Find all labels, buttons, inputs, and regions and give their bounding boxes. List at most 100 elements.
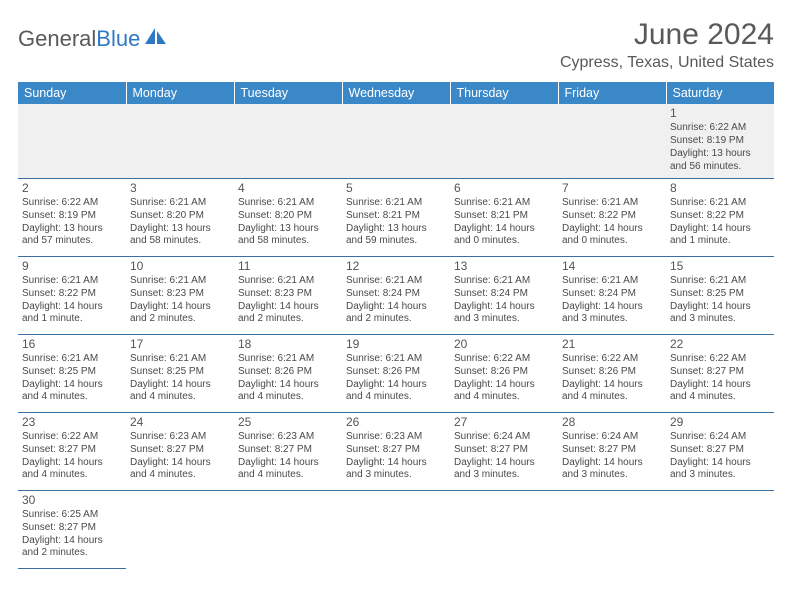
calendar-cell: 15Sunrise: 6:21 AMSunset: 8:25 PMDayligh… <box>666 256 774 334</box>
sunrise-text: Sunrise: 6:23 AM <box>238 431 338 444</box>
daylight-text: Daylight: 14 hours and 3 minutes. <box>670 301 770 327</box>
daylight-text: Daylight: 14 hours and 4 minutes. <box>130 379 230 405</box>
day-number: 6 <box>454 181 554 196</box>
day-number: 10 <box>130 259 230 274</box>
daylight-text: Daylight: 14 hours and 0 minutes. <box>562 223 662 249</box>
sunrise-text: Sunrise: 6:21 AM <box>22 275 122 288</box>
sunset-text: Sunset: 8:27 PM <box>670 444 770 457</box>
day-number: 1 <box>670 106 770 121</box>
day-number: 21 <box>562 337 662 352</box>
calendar-cell: 19Sunrise: 6:21 AMSunset: 8:26 PMDayligh… <box>342 334 450 412</box>
day-number: 5 <box>346 181 446 196</box>
day-number: 17 <box>130 337 230 352</box>
calendar-cell <box>666 490 774 568</box>
daylight-text: Daylight: 13 hours and 58 minutes. <box>238 223 338 249</box>
sunrise-text: Sunrise: 6:22 AM <box>22 431 122 444</box>
daylight-text: Daylight: 13 hours and 59 minutes. <box>346 223 446 249</box>
sunrise-text: Sunrise: 6:21 AM <box>454 197 554 210</box>
sunrise-text: Sunrise: 6:21 AM <box>562 275 662 288</box>
sunrise-text: Sunrise: 6:22 AM <box>670 353 770 366</box>
calendar-cell: 13Sunrise: 6:21 AMSunset: 8:24 PMDayligh… <box>450 256 558 334</box>
calendar-cell <box>342 490 450 568</box>
calendar-cell: 4Sunrise: 6:21 AMSunset: 8:20 PMDaylight… <box>234 178 342 256</box>
calendar-cell: 22Sunrise: 6:22 AMSunset: 8:27 PMDayligh… <box>666 334 774 412</box>
sunrise-text: Sunrise: 6:21 AM <box>670 197 770 210</box>
logo-text-blue: Blue <box>96 26 140 52</box>
day-number: 22 <box>670 337 770 352</box>
daylight-text: Daylight: 14 hours and 2 minutes. <box>238 301 338 327</box>
sunset-text: Sunset: 8:19 PM <box>22 210 122 223</box>
sunrise-text: Sunrise: 6:21 AM <box>562 197 662 210</box>
calendar-cell: 29Sunrise: 6:24 AMSunset: 8:27 PMDayligh… <box>666 412 774 490</box>
sunrise-text: Sunrise: 6:21 AM <box>670 275 770 288</box>
calendar-cell: 16Sunrise: 6:21 AMSunset: 8:25 PMDayligh… <box>18 334 126 412</box>
day-number: 16 <box>22 337 122 352</box>
weekday-header: Wednesday <box>342 82 450 104</box>
sunset-text: Sunset: 8:22 PM <box>562 210 662 223</box>
sunset-text: Sunset: 8:27 PM <box>238 444 338 457</box>
calendar-cell: 1Sunrise: 6:22 AMSunset: 8:19 PMDaylight… <box>666 104 774 178</box>
sunset-text: Sunset: 8:27 PM <box>670 366 770 379</box>
location-subtitle: Cypress, Texas, United States <box>560 54 774 72</box>
sunrise-text: Sunrise: 6:24 AM <box>454 431 554 444</box>
calendar-header-row: SundayMondayTuesdayWednesdayThursdayFrid… <box>18 82 774 104</box>
sunset-text: Sunset: 8:25 PM <box>22 366 122 379</box>
daylight-text: Daylight: 13 hours and 58 minutes. <box>130 223 230 249</box>
day-number: 25 <box>238 415 338 430</box>
day-number: 19 <box>346 337 446 352</box>
daylight-text: Daylight: 14 hours and 2 minutes. <box>130 301 230 327</box>
sunset-text: Sunset: 8:25 PM <box>670 288 770 301</box>
daylight-text: Daylight: 14 hours and 3 minutes. <box>562 301 662 327</box>
sunset-text: Sunset: 8:20 PM <box>130 210 230 223</box>
sunset-text: Sunset: 8:21 PM <box>346 210 446 223</box>
calendar-table: SundayMondayTuesdayWednesdayThursdayFrid… <box>18 82 774 569</box>
calendar-cell: 7Sunrise: 6:21 AMSunset: 8:22 PMDaylight… <box>558 178 666 256</box>
calendar-cell: 25Sunrise: 6:23 AMSunset: 8:27 PMDayligh… <box>234 412 342 490</box>
sunrise-text: Sunrise: 6:21 AM <box>346 275 446 288</box>
calendar-cell: 9Sunrise: 6:21 AMSunset: 8:22 PMDaylight… <box>18 256 126 334</box>
sunset-text: Sunset: 8:26 PM <box>238 366 338 379</box>
sunset-text: Sunset: 8:27 PM <box>454 444 554 457</box>
logo: GeneralBlue <box>18 26 168 52</box>
daylight-text: Daylight: 14 hours and 3 minutes. <box>454 301 554 327</box>
sunrise-text: Sunrise: 6:22 AM <box>22 197 122 210</box>
sunset-text: Sunset: 8:27 PM <box>22 522 122 535</box>
sunrise-text: Sunrise: 6:21 AM <box>238 275 338 288</box>
calendar-cell <box>234 490 342 568</box>
title-block: June 2024 Cypress, Texas, United States <box>560 18 774 72</box>
sunset-text: Sunset: 8:23 PM <box>130 288 230 301</box>
calendar-cell: 27Sunrise: 6:24 AMSunset: 8:27 PMDayligh… <box>450 412 558 490</box>
calendar-cell: 20Sunrise: 6:22 AMSunset: 8:26 PMDayligh… <box>450 334 558 412</box>
daylight-text: Daylight: 14 hours and 4 minutes. <box>346 379 446 405</box>
day-number: 4 <box>238 181 338 196</box>
day-number: 28 <box>562 415 662 430</box>
day-number: 3 <box>130 181 230 196</box>
sunrise-text: Sunrise: 6:25 AM <box>22 509 122 522</box>
daylight-text: Daylight: 14 hours and 4 minutes. <box>454 379 554 405</box>
calendar-cell: 14Sunrise: 6:21 AMSunset: 8:24 PMDayligh… <box>558 256 666 334</box>
calendar-cell <box>342 104 450 178</box>
daylight-text: Daylight: 14 hours and 4 minutes. <box>238 379 338 405</box>
day-number: 13 <box>454 259 554 274</box>
sunrise-text: Sunrise: 6:21 AM <box>130 197 230 210</box>
weekday-header: Tuesday <box>234 82 342 104</box>
day-number: 14 <box>562 259 662 274</box>
sunset-text: Sunset: 8:26 PM <box>454 366 554 379</box>
daylight-text: Daylight: 14 hours and 4 minutes. <box>562 379 662 405</box>
sunrise-text: Sunrise: 6:21 AM <box>346 197 446 210</box>
daylight-text: Daylight: 13 hours and 56 minutes. <box>670 148 770 174</box>
calendar-cell: 26Sunrise: 6:23 AMSunset: 8:27 PMDayligh… <box>342 412 450 490</box>
sunset-text: Sunset: 8:21 PM <box>454 210 554 223</box>
day-number: 20 <box>454 337 554 352</box>
sunrise-text: Sunrise: 6:21 AM <box>22 353 122 366</box>
sunset-text: Sunset: 8:22 PM <box>670 210 770 223</box>
weekday-header: Monday <box>126 82 234 104</box>
calendar-cell: 23Sunrise: 6:22 AMSunset: 8:27 PMDayligh… <box>18 412 126 490</box>
day-number: 7 <box>562 181 662 196</box>
sunset-text: Sunset: 8:27 PM <box>130 444 230 457</box>
day-number: 29 <box>670 415 770 430</box>
calendar-cell: 24Sunrise: 6:23 AMSunset: 8:27 PMDayligh… <box>126 412 234 490</box>
calendar-cell: 5Sunrise: 6:21 AMSunset: 8:21 PMDaylight… <box>342 178 450 256</box>
calendar-cell: 6Sunrise: 6:21 AMSunset: 8:21 PMDaylight… <box>450 178 558 256</box>
sunset-text: Sunset: 8:26 PM <box>562 366 662 379</box>
